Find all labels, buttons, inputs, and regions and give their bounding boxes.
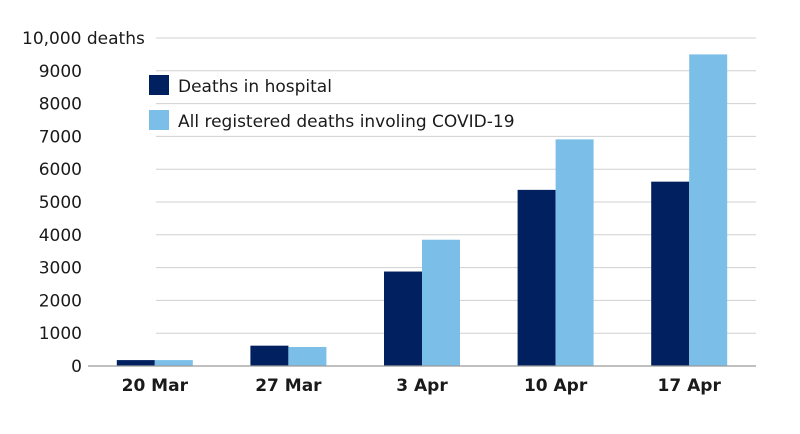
y-tick-label-0: 0 bbox=[71, 357, 82, 377]
x-axis: 20 Mar 27 Mar 3 Apr 10 Apr 17 Apr bbox=[88, 365, 756, 396]
legend-swatch-deaths-in-hospital bbox=[149, 75, 169, 95]
x-tick-label-27-mar: 27 Mar bbox=[255, 376, 322, 396]
bar-hospital-27-mar bbox=[250, 345, 289, 366]
y-tick-label-10000: 10,000 deaths bbox=[22, 29, 145, 49]
x-tick-label-10-apr: 10 Apr bbox=[524, 376, 588, 396]
bar-all-registered-10-apr bbox=[555, 139, 594, 366]
y-tick-label-6000: 6000 bbox=[39, 160, 82, 180]
bar-all-registered-3-apr bbox=[422, 239, 460, 366]
legend: Deaths in hospital All registered deaths… bbox=[149, 75, 515, 132]
bars bbox=[116, 54, 728, 367]
legend-label-deaths-in-hospital: Deaths in hospital bbox=[178, 77, 332, 97]
y-tick-label-2000: 2000 bbox=[39, 291, 82, 311]
bar-all-registered-27-mar bbox=[288, 346, 327, 366]
bar-all-registered-20-mar bbox=[154, 360, 193, 366]
y-tick-label-3000: 3000 bbox=[39, 259, 82, 279]
y-tick-label-5000: 5000 bbox=[39, 193, 82, 213]
bar-hospital-3-apr bbox=[384, 271, 422, 366]
bar-hospital-10-apr bbox=[517, 189, 556, 366]
bar-hospital-17-apr bbox=[651, 181, 690, 366]
bar-hospital-20-mar bbox=[116, 360, 155, 366]
bar-all-registered-17-apr bbox=[689, 54, 728, 367]
x-tick-label-3-apr: 3 Apr bbox=[396, 376, 448, 396]
y-tick-label-4000: 4000 bbox=[39, 226, 82, 246]
y-axis: 0 1000 2000 3000 4000 5000 6000 7000 8000 9000 10,… bbox=[22, 29, 145, 377]
y-tick-label-8000: 8000 bbox=[39, 95, 82, 115]
gridlines bbox=[156, 37, 756, 334]
x-tick-label-20-mar: 20 Mar bbox=[122, 376, 189, 396]
legend-label-all-registered-deaths: All registered deaths involing COVID-19 bbox=[178, 112, 515, 132]
y-tick-label-7000: 7000 bbox=[39, 127, 82, 147]
y-tick-label-9000: 9000 bbox=[39, 62, 82, 82]
x-tick-label-17-apr: 17 Apr bbox=[658, 376, 722, 396]
legend-swatch-all-registered-deaths bbox=[149, 110, 169, 130]
y-tick-label-1000: 1000 bbox=[39, 324, 82, 344]
